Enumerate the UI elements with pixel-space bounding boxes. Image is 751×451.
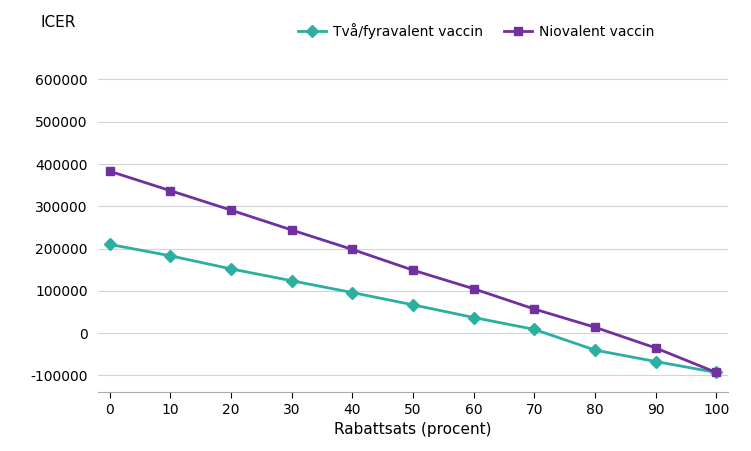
Två/fyravalent vaccin bbox=[105, 242, 114, 247]
Niovalent vaccin bbox=[712, 370, 721, 375]
Två/fyravalent vaccin bbox=[590, 347, 599, 353]
X-axis label: Rabattsats (procent): Rabattsats (procent) bbox=[334, 422, 492, 437]
Niovalent vaccin bbox=[287, 227, 296, 233]
Niovalent vaccin bbox=[105, 169, 114, 174]
Line: Niovalent vaccin: Niovalent vaccin bbox=[106, 167, 720, 377]
Två/fyravalent vaccin bbox=[227, 266, 236, 272]
Line: Två/fyravalent vaccin: Två/fyravalent vaccin bbox=[106, 240, 720, 377]
Två/fyravalent vaccin bbox=[409, 302, 418, 308]
Niovalent vaccin bbox=[469, 286, 478, 291]
Niovalent vaccin bbox=[530, 306, 539, 312]
Två/fyravalent vaccin bbox=[287, 278, 296, 283]
Två/fyravalent vaccin bbox=[348, 290, 357, 295]
Niovalent vaccin bbox=[651, 345, 660, 351]
Niovalent vaccin bbox=[348, 247, 357, 252]
Niovalent vaccin bbox=[166, 188, 175, 193]
Niovalent vaccin bbox=[409, 267, 418, 273]
Två/fyravalent vaccin bbox=[712, 370, 721, 375]
Text: ICER: ICER bbox=[41, 15, 77, 31]
Två/fyravalent vaccin bbox=[530, 327, 539, 332]
Niovalent vaccin bbox=[590, 325, 599, 330]
Legend: Två/fyravalent vaccin, Niovalent vaccin: Två/fyravalent vaccin, Niovalent vaccin bbox=[293, 17, 659, 44]
Niovalent vaccin bbox=[227, 207, 236, 213]
Två/fyravalent vaccin bbox=[651, 359, 660, 364]
Två/fyravalent vaccin bbox=[166, 253, 175, 258]
Två/fyravalent vaccin bbox=[469, 315, 478, 320]
